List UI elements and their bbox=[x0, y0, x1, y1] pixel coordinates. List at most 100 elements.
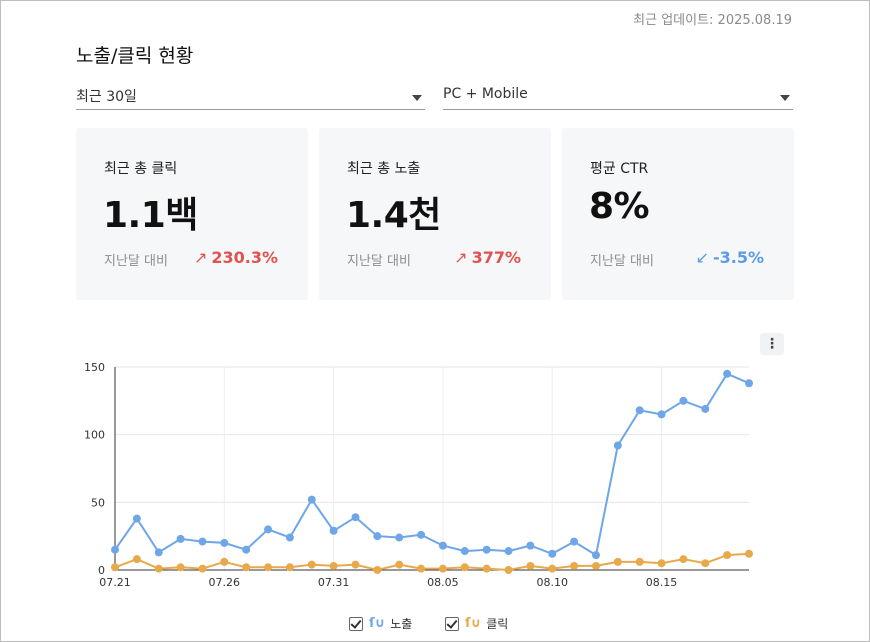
card-value: 8% bbox=[589, 186, 650, 227]
data-point bbox=[307, 495, 316, 504]
data-point bbox=[285, 563, 294, 572]
arrow-down-left-icon: ↙ bbox=[695, 248, 709, 267]
data-point bbox=[570, 561, 579, 570]
data-point bbox=[351, 513, 360, 522]
legend-item-impressions[interactable]: ſ∪ 노출 bbox=[349, 615, 412, 632]
data-point bbox=[220, 538, 229, 547]
x-tick-label: 08.10 bbox=[536, 576, 568, 589]
card-change: ↗ 377% bbox=[454, 248, 521, 267]
card-average-ctr: 평균 CTR 8% 지난달 대비 ↙ -3.5% bbox=[562, 128, 794, 300]
wave-icon: ſ∪ bbox=[465, 616, 482, 631]
data-point bbox=[438, 564, 447, 573]
card-change-value: 230.3% bbox=[211, 248, 278, 267]
data-point bbox=[570, 537, 579, 546]
data-point bbox=[701, 404, 710, 413]
last-updated: 최근 업데이트: 2025.08.19 bbox=[633, 13, 792, 28]
card-total-impressions: 최근 총 노출 1.4천 지난달 대비 ↗ 377% bbox=[319, 128, 551, 300]
data-point bbox=[373, 566, 382, 574]
data-point bbox=[132, 555, 141, 564]
data-point bbox=[154, 564, 163, 573]
x-tick-label: 07.26 bbox=[209, 576, 241, 589]
data-point bbox=[198, 537, 207, 546]
x-tick-label: 08.15 bbox=[646, 576, 678, 589]
arrow-up-right-icon: ↗ bbox=[454, 248, 468, 267]
page-title: 노출/클릭 현황 bbox=[76, 45, 194, 67]
series-line-impressions bbox=[114, 372, 750, 557]
data-point bbox=[176, 534, 185, 543]
y-tick-label: 50 bbox=[91, 496, 105, 509]
data-point bbox=[220, 557, 229, 566]
data-point bbox=[548, 564, 557, 573]
data-point bbox=[329, 561, 338, 570]
data-point bbox=[613, 441, 622, 450]
line-chart: 0 50 100 150 07.21 07.26 07.31 08.05 08.10 08.15 bbox=[84, 361, 753, 589]
data-point bbox=[657, 410, 666, 419]
x-tick-label: 08.05 bbox=[427, 576, 459, 589]
card-compare-label: 지난달 대비 bbox=[104, 254, 168, 269]
data-point bbox=[417, 564, 426, 573]
data-point bbox=[635, 557, 644, 566]
data-point bbox=[373, 532, 382, 541]
data-point bbox=[679, 396, 688, 405]
data-point bbox=[504, 547, 513, 556]
data-point bbox=[701, 559, 710, 568]
period-select[interactable]: 최근 30일 bbox=[76, 85, 425, 110]
data-point bbox=[417, 530, 426, 539]
data-point bbox=[591, 561, 600, 570]
data-point bbox=[723, 369, 732, 378]
legend-label: 클릭 bbox=[486, 617, 509, 631]
data-point bbox=[307, 560, 316, 569]
card-compare-label: 지난달 대비 bbox=[347, 254, 411, 269]
data-point bbox=[242, 563, 251, 572]
data-point bbox=[482, 564, 491, 573]
x-tick-label: 07.21 bbox=[99, 576, 131, 589]
y-tick-label: 150 bbox=[84, 361, 105, 374]
data-point bbox=[438, 541, 447, 550]
wave-icon: ſ∪ bbox=[369, 616, 386, 631]
data-point bbox=[679, 555, 688, 564]
data-point bbox=[329, 526, 338, 535]
card-compare-label: 지난달 대비 bbox=[590, 254, 654, 269]
checkbox-checked-icon[interactable] bbox=[349, 616, 363, 631]
legend-item-clicks[interactable]: ſ∪ 클릭 bbox=[445, 615, 508, 632]
card-label: 최근 총 클릭 bbox=[104, 161, 178, 177]
data-point bbox=[745, 379, 753, 388]
data-point bbox=[548, 549, 557, 558]
data-point bbox=[154, 548, 163, 557]
data-point bbox=[395, 560, 404, 569]
card-value: 1.4천 bbox=[346, 195, 441, 236]
device-select[interactable]: PC + Mobile bbox=[443, 85, 793, 110]
data-point bbox=[132, 514, 141, 523]
data-point bbox=[526, 541, 535, 550]
data-point bbox=[111, 545, 119, 554]
data-point bbox=[723, 551, 732, 560]
legend-label: 노출 bbox=[390, 617, 413, 631]
card-value: 1.1백 bbox=[103, 195, 198, 236]
period-select-value: 최근 30일 bbox=[76, 89, 137, 105]
data-point bbox=[635, 406, 644, 415]
data-point bbox=[504, 566, 513, 574]
chevron-down-icon bbox=[412, 95, 422, 101]
card-change: ↗ 230.3% bbox=[194, 248, 278, 267]
data-point bbox=[591, 551, 600, 560]
data-point bbox=[264, 563, 273, 572]
card-change-value: 377% bbox=[471, 248, 521, 267]
card-label: 평균 CTR bbox=[590, 161, 649, 177]
data-point bbox=[395, 533, 404, 542]
arrow-up-right-icon: ↗ bbox=[193, 248, 208, 267]
data-point bbox=[176, 563, 185, 572]
data-point bbox=[198, 564, 207, 573]
checkbox-checked-icon[interactable] bbox=[445, 616, 459, 631]
x-tick-label: 07.31 bbox=[318, 576, 350, 589]
more-vertical-icon[interactable]: ⋮ bbox=[760, 333, 784, 355]
y-tick-label: 0 bbox=[98, 564, 105, 577]
data-point bbox=[657, 559, 666, 568]
data-point bbox=[460, 563, 469, 572]
data-point bbox=[460, 547, 469, 556]
card-change-value: -3.5% bbox=[712, 248, 764, 267]
data-point bbox=[613, 557, 622, 566]
data-point bbox=[111, 563, 119, 572]
data-point bbox=[242, 545, 251, 554]
card-label: 최근 총 노출 bbox=[347, 161, 421, 177]
series-line-clicks bbox=[114, 552, 750, 572]
